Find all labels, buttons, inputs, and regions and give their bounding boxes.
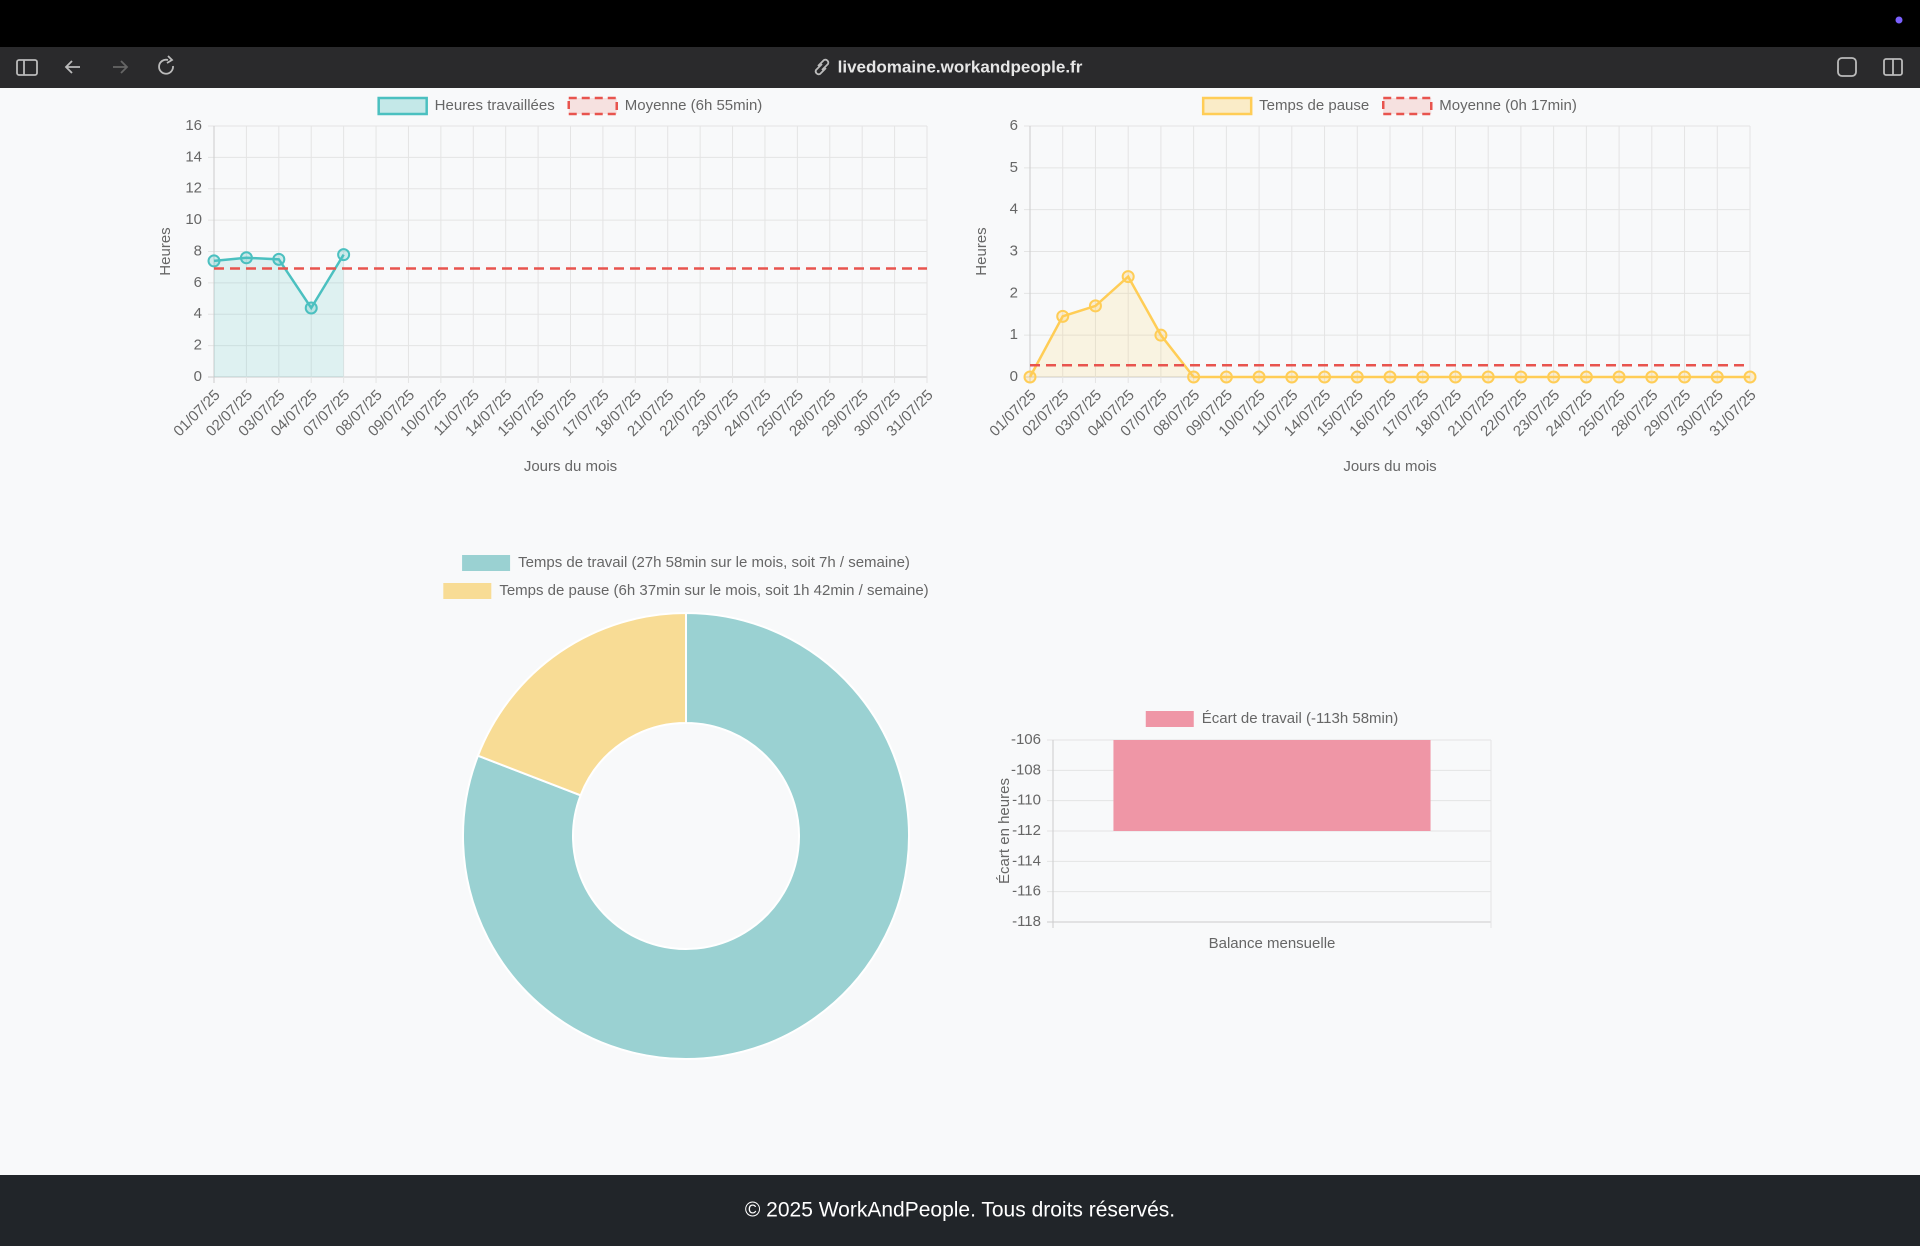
y-tick-label: 6 — [194, 274, 202, 291]
area — [1030, 276, 1750, 377]
line — [213, 253, 345, 311]
legend-swatch — [1201, 96, 1253, 116]
footer-text: © 2025 WorkAndPeople. Tous droits réserv… — [745, 1199, 1175, 1222]
legend-swatch — [443, 583, 492, 599]
x-tick-label: Balance mensuelle — [1209, 935, 1336, 952]
legend: Temps de pause Moyenne (0h 17min) — [1201, 96, 1577, 116]
y-tick-label: 2 — [1010, 284, 1018, 301]
link-icon — [814, 58, 830, 76]
y-tick-label: 1 — [1010, 326, 1018, 343]
point — [1056, 309, 1070, 323]
point — [1448, 370, 1462, 384]
point — [304, 301, 318, 315]
footer — [0, 1175, 1920, 1246]
y-axis-title: Heures — [973, 227, 990, 275]
y-axis-title: Écart en heures — [996, 778, 1013, 884]
y-tick-label: 10 — [185, 211, 202, 228]
point — [1645, 370, 1659, 384]
legend-label: Moyenne (0h 17min) — [1439, 97, 1577, 114]
point — [1187, 370, 1201, 384]
y-tick-label: -116 — [1012, 883, 1041, 900]
point — [1285, 370, 1299, 384]
y-tick-label: 0 — [1010, 368, 1018, 385]
y-tick-label: -106 — [1011, 731, 1041, 748]
legend: Écart de travail (-113h 58min) — [1145, 710, 1398, 727]
y-tick-label: 4 — [194, 305, 202, 322]
y-tick-label: 4 — [1010, 201, 1018, 218]
y-tick-label: -108 — [1011, 761, 1041, 778]
legend-label: Temps de pause — [1259, 97, 1369, 114]
point — [1121, 270, 1135, 284]
reload-button[interactable] — [158, 55, 174, 75]
legend: Temps de travail (27h 58min sur le mois,… — [462, 554, 910, 571]
legend-label: Temps de pause (6h 37min sur le mois, so… — [499, 582, 928, 599]
point — [1743, 370, 1757, 384]
point — [1481, 370, 1495, 384]
y-tick-label: 2 — [194, 337, 202, 354]
y-tick-label: -114 — [1012, 852, 1041, 869]
legend-label: Temps de travail (27h 58min sur le mois,… — [518, 554, 910, 571]
point — [1579, 370, 1593, 384]
status-dot — [1895, 16, 1903, 24]
point — [1350, 370, 1364, 384]
y-tick-label: 16 — [185, 117, 202, 134]
point — [239, 251, 253, 265]
toolbar-icons — [16, 55, 1903, 77]
legend-swatch — [1145, 711, 1194, 727]
x-axis-title: Jours du mois — [524, 458, 617, 475]
toolbar — [0, 47, 1920, 88]
y-tick-label: -112 — [1012, 822, 1041, 839]
back-button[interactable] — [64, 60, 80, 74]
point — [1416, 370, 1430, 384]
point — [1547, 370, 1561, 384]
point — [1219, 370, 1233, 384]
point — [272, 252, 286, 266]
point — [1154, 328, 1168, 342]
forward-button[interactable] — [113, 60, 129, 74]
y-tick-label: -118 — [1012, 913, 1041, 930]
y-tick-label: 6 — [1010, 117, 1018, 134]
legend: Temps de pause (6h 37min sur le mois, so… — [443, 582, 929, 599]
point — [1612, 370, 1626, 384]
point — [1514, 370, 1528, 384]
y-tick-label: 5 — [1010, 159, 1018, 176]
legend-label: Heures travaillées — [435, 97, 555, 114]
point — [337, 248, 351, 262]
legend-swatch — [567, 96, 618, 116]
line — [1028, 274, 1750, 379]
point — [1383, 370, 1397, 384]
legend-swatch — [1382, 96, 1433, 116]
point — [1023, 370, 1037, 384]
extension-button[interactable] — [1837, 57, 1857, 77]
y-tick-label: 14 — [185, 148, 202, 165]
slice — [476, 611, 687, 797]
y-tick-label: 3 — [1010, 242, 1018, 259]
legend-swatch — [377, 96, 428, 116]
legend-swatch — [462, 555, 511, 571]
bar — [1113, 740, 1431, 831]
y-tick-label: 8 — [194, 242, 202, 259]
point — [1318, 370, 1332, 384]
legend-label: Moyenne (6h 55min) — [625, 97, 763, 114]
point — [207, 254, 221, 268]
point — [1088, 299, 1102, 313]
y-tick-label: -110 — [1012, 792, 1041, 809]
legend-label: Écart de travail (-113h 58min) — [1202, 710, 1398, 727]
y-axis-title: Heures — [157, 227, 174, 275]
y-tick-label: 0 — [194, 368, 202, 385]
url[interactable]: livedomaine.workandpeople.fr — [838, 57, 1083, 76]
sidebar-button[interactable] — [16, 59, 38, 76]
point — [1710, 370, 1724, 384]
slice — [462, 611, 910, 1060]
legend: Heures travaillées Moyenne (6h 55min) — [377, 96, 763, 116]
area — [214, 254, 344, 377]
x-axis-title: Jours du mois — [1343, 458, 1436, 475]
y-tick-label: 12 — [185, 180, 202, 197]
top-bar — [0, 0, 1920, 47]
point — [1252, 370, 1266, 384]
point — [1678, 370, 1692, 384]
